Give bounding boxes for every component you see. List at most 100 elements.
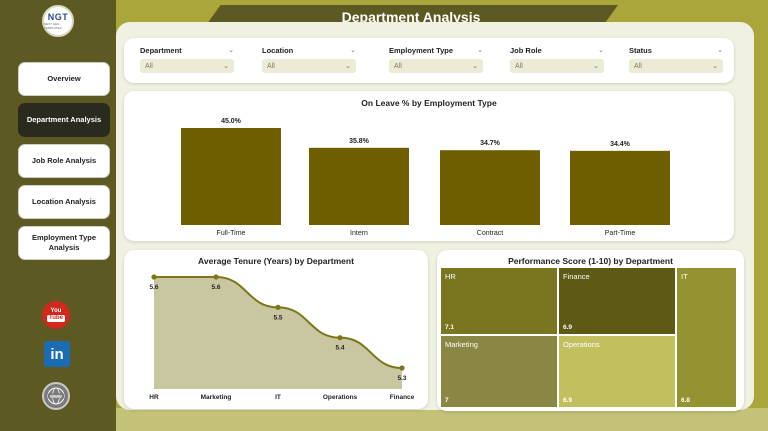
filter-label: Employment Type [389, 45, 454, 55]
chevron-down-icon: ⌄ [472, 63, 478, 70]
filter-value: All [267, 62, 275, 70]
company-logo[interactable]: NGT NEXT GEN TEMPLATES [42, 5, 74, 37]
tenure-chart-title: Average Tenure (Years) by Department [198, 256, 354, 266]
treemap-value: 6.8 [681, 397, 691, 404]
main-area: Department Analysis Department ⌄ All ⌄ Loc… [116, 0, 768, 431]
chevron-down-icon[interactable]: ⌄ [717, 47, 723, 54]
tenure-data-label: 5.4 [335, 345, 344, 352]
tenure-category-label: IT [275, 394, 281, 401]
performance-chart-card: Performance Score (1-10) by Department H… [437, 250, 744, 411]
logo-subtext: NEXT GEN TEMPLATES [44, 21, 62, 30]
bar-category-label: Part-Time [605, 230, 636, 237]
nav-employment-type-analysis-button[interactable]: Employment Type Analysis [18, 226, 110, 260]
performance-treemap: HR 7.1 Finance 6.9 Marketing 7 Operation… [440, 267, 741, 408]
on-leave-chart-card: On Leave % by Employment Type 45.0% Full-… [124, 91, 734, 241]
chevron-down-icon: ⌄ [345, 63, 351, 70]
filter-status: Status ⌄ All ⌄ [629, 44, 723, 73]
tenure-data-label: 5.3 [397, 375, 406, 382]
tenure-category-label: HR [149, 394, 159, 401]
linkedin-icon[interactable]: in [44, 341, 70, 367]
filter-value: All [634, 62, 642, 70]
filter-department: Department ⌄ All ⌄ [140, 44, 234, 73]
tenure-data-label: 5.6 [211, 284, 220, 291]
tenure-category-label: Marketing [201, 394, 232, 401]
bar-data-label: 45.0% [221, 118, 242, 125]
filter-label: Department [140, 45, 182, 55]
treemap-cell-it[interactable]: IT 6.8 [676, 267, 737, 408]
tenure-point-operations[interactable] [337, 335, 343, 341]
youtube-you-text: You [50, 308, 62, 314]
on-leave-chart-title: On Leave % by Employment Type [361, 98, 497, 108]
performance-chart-title: Performance Score (1-10) by Department [508, 256, 673, 266]
tenure-category-label: Operations [323, 394, 358, 401]
treemap-label: Finance [563, 272, 590, 281]
filter-value: All [145, 62, 153, 70]
filter-location: Location ⌄ All ⌄ [262, 44, 356, 73]
nav-location-analysis-button[interactable]: Location Analysis [18, 185, 110, 219]
nav-job-role-analysis-button[interactable]: Job Role Analysis [18, 144, 110, 178]
bottom-strip [116, 408, 768, 431]
filter-job-role: Job Role ⌄ All ⌄ [510, 44, 604, 73]
treemap-label: HR [445, 272, 456, 281]
youtube-icon[interactable]: You Tube [42, 301, 70, 329]
filter-label: Location [262, 45, 294, 55]
job-role-dropdown[interactable]: All ⌄ [510, 59, 604, 73]
status-dropdown[interactable]: All ⌄ [629, 59, 723, 73]
youtube-tube-text: Tube [47, 315, 65, 322]
treemap-label: IT [681, 272, 688, 281]
treemap-value: 6.9 [563, 397, 573, 404]
tenure-point-hr[interactable] [151, 274, 157, 280]
tenure-point-marketing[interactable] [213, 274, 219, 280]
employment-type-dropdown[interactable]: All ⌄ [389, 59, 483, 73]
chevron-down-icon[interactable]: ⌄ [350, 47, 356, 54]
bar-data-label: 34.7% [480, 140, 501, 147]
chevron-down-icon: ⌄ [593, 63, 599, 70]
sidebar: NGT NEXT GEN TEMPLATES Overview Departme… [0, 0, 116, 431]
web-text: www [49, 394, 62, 400]
bar-full-time[interactable] [181, 128, 281, 225]
tenure-point-finance[interactable] [399, 365, 405, 371]
filter-value: All [515, 62, 523, 70]
bar-intern[interactable] [309, 147, 409, 225]
tenure-chart-card: Average Tenure (Years) by Department 5.6… [124, 250, 428, 409]
content-panel: Department ⌄ All ⌄ Location ⌄ All ⌄ Employme… [116, 22, 754, 411]
bar-category-label: Contract [477, 230, 504, 237]
treemap-cell-operations[interactable]: Operations 6.9 [558, 335, 676, 408]
bar-category-label: Intern [350, 230, 368, 237]
bar-contract[interactable] [440, 150, 540, 225]
logo-text: NGT [47, 11, 69, 22]
page-title: Department Analysis [341, 8, 481, 25]
filter-bar: Department ⌄ All ⌄ Location ⌄ All ⌄ Employme… [124, 38, 734, 83]
chevron-down-icon[interactable]: ⌄ [598, 47, 604, 54]
treemap-cell-finance[interactable]: Finance 6.9 [558, 267, 676, 335]
filter-employment-type: Employment Type ⌄ All ⌄ [389, 44, 483, 73]
chevron-down-icon[interactable]: ⌄ [228, 47, 234, 54]
treemap-value: 6.9 [563, 324, 573, 331]
tenure-data-label: 5.6 [149, 284, 158, 291]
bar-category-label: Full-Time [217, 230, 246, 237]
tenure-area-fill [154, 277, 402, 389]
location-dropdown[interactable]: All ⌄ [262, 59, 356, 73]
bar-data-label: 34.4% [610, 141, 631, 148]
nav-overview-button[interactable]: Overview [18, 62, 110, 96]
globe-icon[interactable]: www [42, 382, 70, 410]
treemap-cell-hr[interactable]: HR 7.1 [440, 267, 558, 335]
tenure-category-label: Finance [390, 394, 415, 401]
treemap-value: 7 [445, 397, 449, 404]
nav-department-analysis-button[interactable]: Department Analysis [18, 103, 110, 137]
department-dropdown[interactable]: All ⌄ [140, 59, 234, 73]
bar-part-time[interactable] [570, 150, 670, 225]
treemap-label: Operations [563, 340, 600, 349]
tenure-area-chart: 5.6 HR 5.6 Marketing 5.5 IT 5.4 Operations 5.3 Fi… [149, 274, 415, 401]
treemap-value: 7.1 [445, 324, 455, 331]
chevron-down-icon: ⌄ [712, 63, 718, 70]
tenure-point-it[interactable] [275, 304, 281, 310]
filter-label: Job Role [510, 45, 542, 55]
treemap-label: Marketing [445, 340, 478, 349]
filter-label: Status [629, 45, 652, 55]
treemap-cell-marketing[interactable]: Marketing 7 [440, 335, 558, 408]
on-leave-bar-chart: 45.0% Full-Time 35.8% Intern 34.7% Contract 34… [181, 118, 670, 237]
chevron-down-icon: ⌄ [223, 63, 229, 70]
globe-graphic: www [47, 387, 65, 405]
chevron-down-icon[interactable]: ⌄ [477, 47, 483, 54]
